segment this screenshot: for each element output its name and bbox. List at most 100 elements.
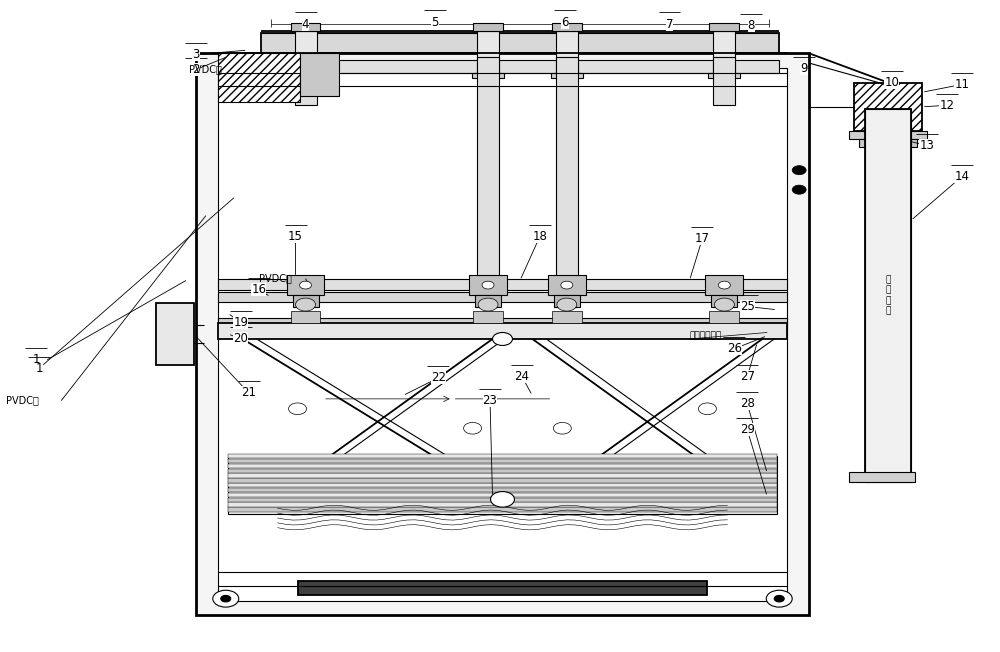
Bar	[228, 454, 777, 458]
Text: 28: 28	[740, 398, 755, 410]
Circle shape	[289, 403, 307, 415]
Bar	[218, 53, 300, 102]
Bar	[711, 295, 737, 307]
Bar	[291, 311, 320, 323]
Circle shape	[774, 595, 784, 602]
Bar	[475, 295, 501, 307]
Bar	[552, 311, 582, 323]
Bar	[261, 60, 779, 73]
Text: 6: 6	[561, 16, 569, 29]
Bar	[228, 483, 777, 488]
Bar	[287, 274, 324, 295]
Bar	[291, 23, 320, 31]
Text: 12: 12	[939, 98, 954, 111]
Bar	[709, 311, 739, 323]
Text: 3: 3	[192, 48, 200, 61]
Text: 4: 4	[302, 18, 309, 31]
Text: PVDC板: PVDC板	[259, 274, 292, 284]
Text: 27: 27	[740, 370, 755, 383]
Bar	[556, 31, 578, 73]
Bar	[228, 459, 777, 464]
Circle shape	[792, 185, 806, 194]
Bar	[709, 23, 739, 31]
Circle shape	[557, 298, 577, 311]
Bar	[228, 507, 777, 512]
Text: 13: 13	[919, 139, 934, 152]
Bar	[708, 73, 740, 78]
Circle shape	[296, 298, 316, 311]
Bar	[854, 83, 922, 131]
Bar	[228, 469, 777, 473]
Bar	[228, 497, 777, 502]
Circle shape	[553, 422, 571, 434]
Text: 19: 19	[233, 316, 248, 329]
Bar	[477, 57, 499, 287]
Bar	[713, 31, 735, 73]
Circle shape	[464, 422, 482, 434]
Text: 18: 18	[532, 230, 547, 243]
Bar	[156, 303, 194, 365]
Bar	[705, 274, 743, 295]
Bar	[849, 131, 927, 139]
Bar	[298, 581, 707, 595]
Circle shape	[698, 403, 716, 415]
Text: 7: 7	[666, 18, 673, 31]
Bar	[228, 456, 777, 514]
Polygon shape	[300, 53, 339, 96]
Text: 2: 2	[192, 63, 200, 76]
Text: 调
频
电
系: 调 频 电 系	[885, 275, 891, 316]
Bar	[865, 108, 911, 482]
Bar	[473, 311, 503, 323]
Text: 22: 22	[431, 372, 446, 385]
Bar	[228, 493, 777, 497]
Text: PVDC板: PVDC板	[6, 396, 39, 406]
Text: 25: 25	[740, 300, 755, 313]
Text: 1: 1	[36, 362, 43, 375]
Text: 1: 1	[33, 353, 40, 366]
Bar	[472, 73, 504, 78]
Bar	[295, 31, 317, 73]
Bar	[290, 73, 321, 78]
Bar	[473, 23, 503, 31]
Text: 自由调节角度: 自由调节角度	[689, 331, 722, 340]
Bar	[849, 472, 915, 482]
Bar	[228, 478, 777, 482]
Circle shape	[213, 590, 239, 607]
Text: 17: 17	[695, 232, 710, 245]
Bar	[477, 31, 499, 73]
Bar	[548, 274, 586, 295]
Bar	[552, 23, 582, 31]
Bar	[261, 33, 779, 53]
Bar	[228, 473, 777, 478]
Circle shape	[714, 298, 734, 311]
Circle shape	[300, 281, 312, 289]
Circle shape	[561, 281, 573, 289]
Bar	[218, 68, 787, 600]
Text: 21: 21	[241, 387, 256, 400]
Bar	[228, 464, 777, 468]
Bar	[865, 108, 911, 482]
Text: 11: 11	[954, 78, 969, 91]
Text: 23: 23	[483, 394, 497, 407]
Bar	[556, 57, 578, 287]
Bar	[228, 488, 777, 492]
Circle shape	[766, 590, 792, 607]
Text: 14: 14	[954, 170, 969, 183]
Bar	[218, 323, 787, 339]
Text: 9: 9	[800, 62, 808, 75]
Text: 8: 8	[748, 19, 755, 32]
Bar	[469, 274, 507, 295]
Circle shape	[493, 333, 512, 346]
Bar	[293, 295, 319, 307]
Text: 20: 20	[233, 333, 248, 346]
Text: 15: 15	[288, 230, 303, 243]
Bar	[551, 73, 583, 78]
Bar	[218, 318, 787, 329]
Text: 24: 24	[514, 370, 529, 383]
Bar	[859, 139, 917, 147]
Text: 10: 10	[884, 76, 899, 89]
Bar	[554, 295, 580, 307]
Circle shape	[482, 281, 494, 289]
Text: 29: 29	[740, 423, 755, 436]
Circle shape	[792, 166, 806, 175]
